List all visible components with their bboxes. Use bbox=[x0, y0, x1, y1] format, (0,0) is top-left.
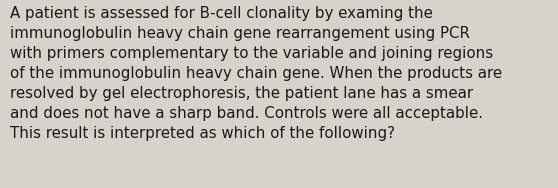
Text: A patient is assessed for B-cell clonality by examing the
immunoglobulin heavy c: A patient is assessed for B-cell clonali… bbox=[10, 6, 502, 141]
